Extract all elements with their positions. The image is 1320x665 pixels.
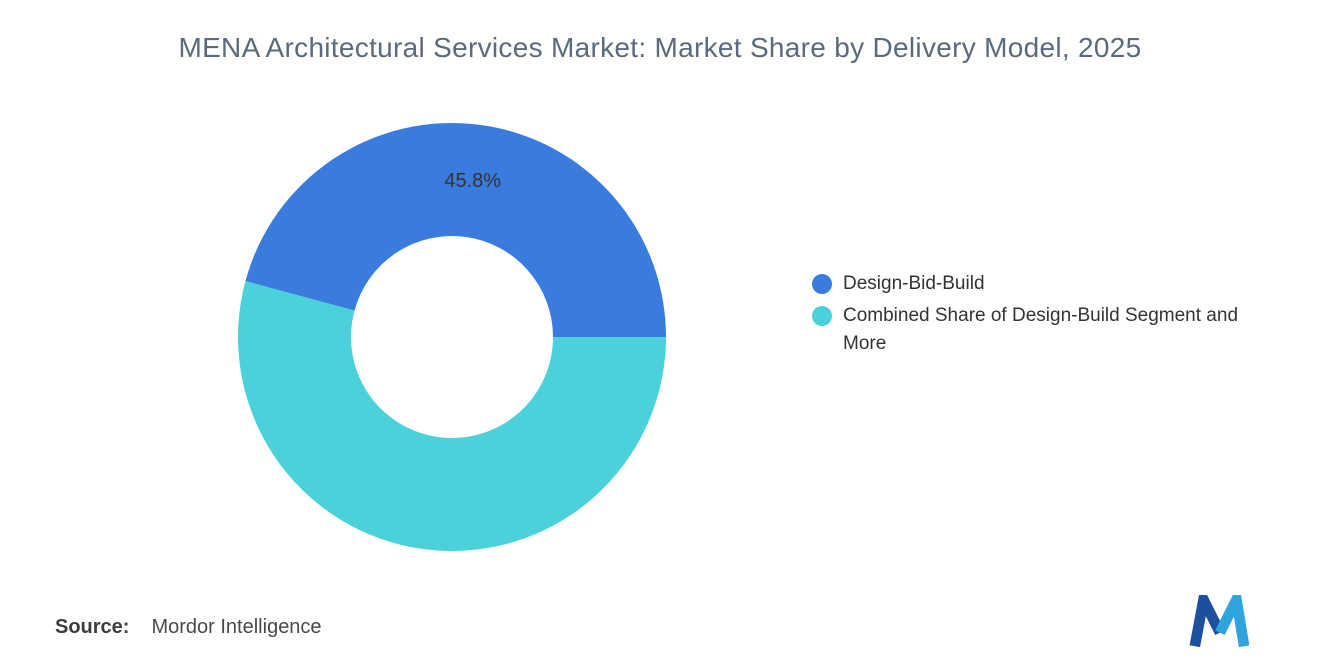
donut-chart: 45.8% — [237, 122, 667, 552]
legend-label: Combined Share of Design-Build Segment a… — [843, 305, 1239, 354]
legend-item-design-build-combined[interactable]: Combined Share of Design-Build Segment a… — [812, 302, 1243, 358]
chart-title: MENA Architectural Services Market: Mark… — [178, 32, 1142, 63]
mordor-intelligence-logo — [1189, 595, 1249, 648]
donut-slice-1[interactable] — [245, 123, 666, 338]
source-value: Mordor Intelligence — [151, 616, 322, 638]
legend-label: Design-Bid-Build — [843, 273, 985, 294]
source-row: Source: Mordor Intelligence — [55, 616, 322, 639]
donut-slice-2[interactable] — [237, 281, 667, 552]
slice-label: 45.8% — [444, 170, 501, 192]
legend-marker-icon — [812, 306, 832, 326]
source-label: Source: — [55, 616, 130, 638]
logo-left-stroke — [1189, 595, 1225, 648]
logo-right-stroke — [1215, 595, 1249, 648]
legend-marker-icon — [812, 274, 832, 294]
legend-item-design-bid-build[interactable]: Design-Bid-Build — [812, 270, 1243, 298]
legend: Design-Bid-Build Combined Share of Desig… — [812, 270, 1243, 362]
donut-chart-svg: 45.8% — [237, 123, 667, 552]
